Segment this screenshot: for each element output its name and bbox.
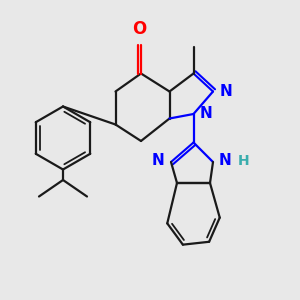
Text: N: N [200, 106, 213, 122]
Text: H: H [238, 154, 249, 167]
Text: N: N [220, 84, 232, 99]
Text: N: N [219, 153, 232, 168]
Text: O: O [132, 20, 147, 38]
Text: N: N [152, 153, 164, 168]
